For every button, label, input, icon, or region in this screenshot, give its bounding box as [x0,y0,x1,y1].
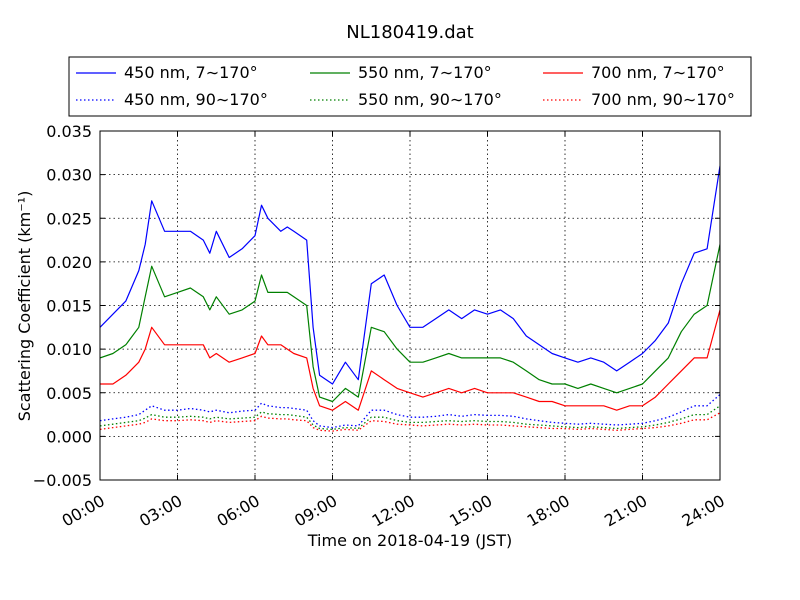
legend-label-4: 450 nm, 90∼170° [124,90,268,109]
chart-title: NL180419.dat [346,22,473,43]
x-axis-label: Time on 2018-04-19 (JST) [307,531,512,550]
y-tick-label: 0.035 [46,122,92,141]
series-line-3 [100,309,720,411]
y-tick-label: 0.010 [46,340,92,359]
y-tick-label: 0.000 [46,427,92,446]
y-tick-label: 0.025 [46,209,92,228]
y-axis-label: Scattering Coefficient (km⁻¹) [15,191,34,422]
series-lines [100,165,720,432]
legend-label-1: 450 nm, 7∼170° [124,63,258,82]
legend-label-5: 550 nm, 90∼170° [358,90,502,109]
series-line-5 [100,405,720,431]
legend-label-3: 700 nm, 7∼170° [591,63,725,82]
y-tick-label: 0.005 [46,384,92,403]
series-line-6 [100,412,720,432]
series-line-4 [100,394,720,429]
legend: 450 nm, 7∼170° 550 nm, 7∼170° 700 nm, 7∼17… [68,56,752,117]
legend-label-2: 550 nm, 7∼170° [358,63,492,82]
y-tick-label: 0.020 [46,253,92,272]
y-tick-label: 0.015 [46,297,92,316]
legend-label-6: 700 nm, 90∼170° [591,90,735,109]
series-line-1 [100,165,720,385]
legend-box [68,56,752,117]
series-line-2 [100,244,720,403]
y-tick-label: 0.030 [46,166,92,185]
y-tick-label: −0.005 [33,471,92,490]
